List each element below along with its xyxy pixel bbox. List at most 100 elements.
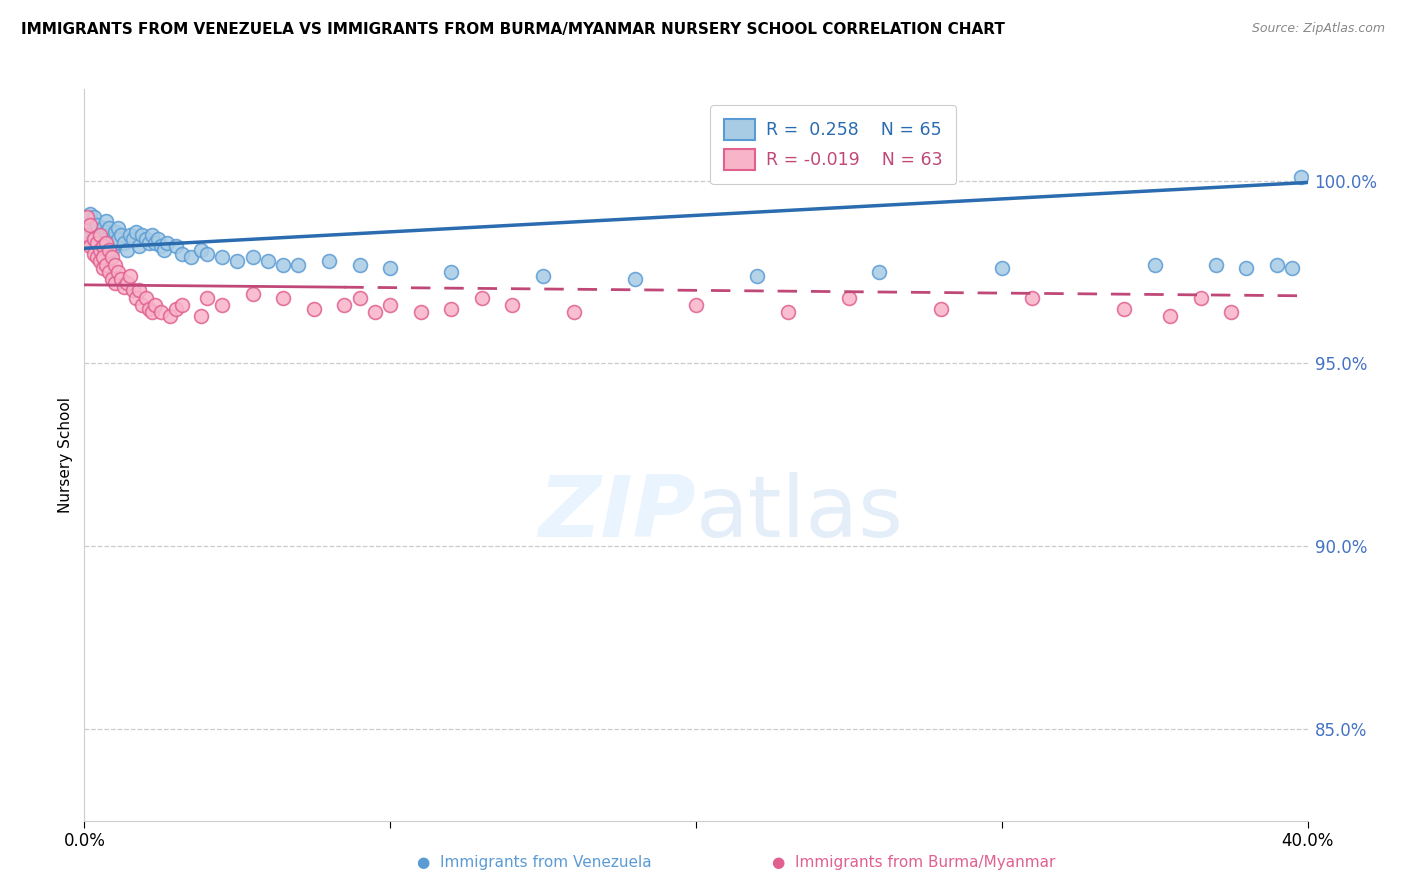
Point (211, 251, 233, 265)
Point (89, 243, 111, 257)
Point (79, 221, 101, 235)
Point (165, 239, 187, 253)
Point (271, 258, 294, 272)
Point (869, 265, 891, 279)
Point (94, 214, 117, 228)
Point (94, 258, 117, 272)
Point (101, 243, 124, 257)
Point (115, 276, 138, 290)
Point (380, 298, 402, 312)
Point (190, 243, 212, 257)
Point (120, 268, 142, 283)
Point (135, 291, 157, 305)
Point (79, 206, 101, 220)
Point (531, 268, 554, 283)
Point (1220, 305, 1243, 319)
Point (1021, 291, 1043, 305)
Point (257, 254, 280, 268)
Text: atlas: atlas (696, 472, 904, 555)
Point (172, 247, 194, 261)
Legend: R =  0.258    N = 65, R = -0.019    N = 63: R = 0.258 N = 65, R = -0.019 N = 63 (710, 105, 956, 184)
Point (101, 251, 124, 265)
Point (91, 239, 114, 253)
Point (159, 309, 181, 323)
Point (97, 221, 120, 235)
Point (83, 232, 105, 246)
Point (138, 235, 160, 250)
Point (83, 247, 105, 261)
Point (349, 258, 371, 272)
Point (131, 298, 153, 312)
Point (226, 254, 249, 268)
Text: Source: ZipAtlas.com: Source: ZipAtlas.com (1251, 22, 1385, 36)
Point (89, 228, 111, 243)
Point (138, 301, 160, 316)
Point (107, 221, 129, 235)
Point (91, 261, 114, 276)
Point (76, 211, 98, 225)
Point (86, 225, 108, 239)
Point (149, 239, 172, 253)
Point (1236, 261, 1258, 276)
Point (112, 235, 135, 250)
Point (149, 305, 172, 319)
Point (97, 243, 120, 257)
Point (122, 232, 145, 246)
Point (112, 279, 135, 293)
Point (1281, 261, 1303, 276)
Point (94, 239, 117, 253)
Point (1205, 258, 1227, 272)
Point (97, 235, 120, 250)
Point (101, 272, 124, 286)
Text: ●  Immigrants from Venezuela: ● Immigrants from Venezuela (418, 855, 651, 870)
Point (107, 232, 129, 246)
Y-axis label: Nursery School: Nursery School (58, 397, 73, 513)
Point (242, 251, 264, 265)
Point (131, 228, 153, 243)
Point (242, 287, 264, 301)
Point (94, 225, 117, 239)
Point (409, 305, 432, 319)
Point (91, 232, 114, 246)
Point (89, 228, 111, 243)
Point (1114, 301, 1136, 316)
Point (101, 232, 124, 246)
Text: ●  Immigrants from Burma/Myanmar: ● Immigrants from Burma/Myanmar (772, 855, 1056, 870)
Point (122, 284, 145, 298)
Point (153, 243, 176, 257)
Point (333, 298, 356, 312)
Point (110, 228, 132, 243)
Point (471, 291, 494, 305)
Point (440, 301, 463, 316)
Point (143, 298, 166, 312)
Point (776, 305, 799, 319)
Point (440, 265, 463, 279)
Point (146, 232, 169, 246)
Point (89, 235, 111, 250)
Point (104, 258, 127, 272)
Point (110, 272, 132, 286)
Point (104, 225, 127, 239)
Point (141, 228, 163, 243)
Point (156, 235, 179, 250)
Text: IMMIGRANTS FROM VENEZUELA VS IMMIGRANTS FROM BURMA/MYANMAR NURSERY SCHOOL CORREL: IMMIGRANTS FROM VENEZUELA VS IMMIGRANTS … (21, 22, 1005, 37)
Point (302, 301, 325, 316)
Point (125, 291, 148, 305)
Point (1143, 258, 1166, 272)
Point (1189, 291, 1212, 305)
Point (104, 276, 127, 290)
Point (172, 298, 194, 312)
Point (991, 261, 1014, 276)
Point (1291, 169, 1313, 184)
Point (107, 265, 129, 279)
Point (141, 305, 163, 319)
Point (195, 247, 218, 261)
Point (747, 268, 769, 283)
Point (83, 232, 105, 246)
Point (79, 239, 101, 253)
Point (128, 284, 150, 298)
Point (364, 305, 387, 319)
Point (190, 309, 212, 323)
Point (104, 235, 127, 250)
Point (838, 291, 860, 305)
